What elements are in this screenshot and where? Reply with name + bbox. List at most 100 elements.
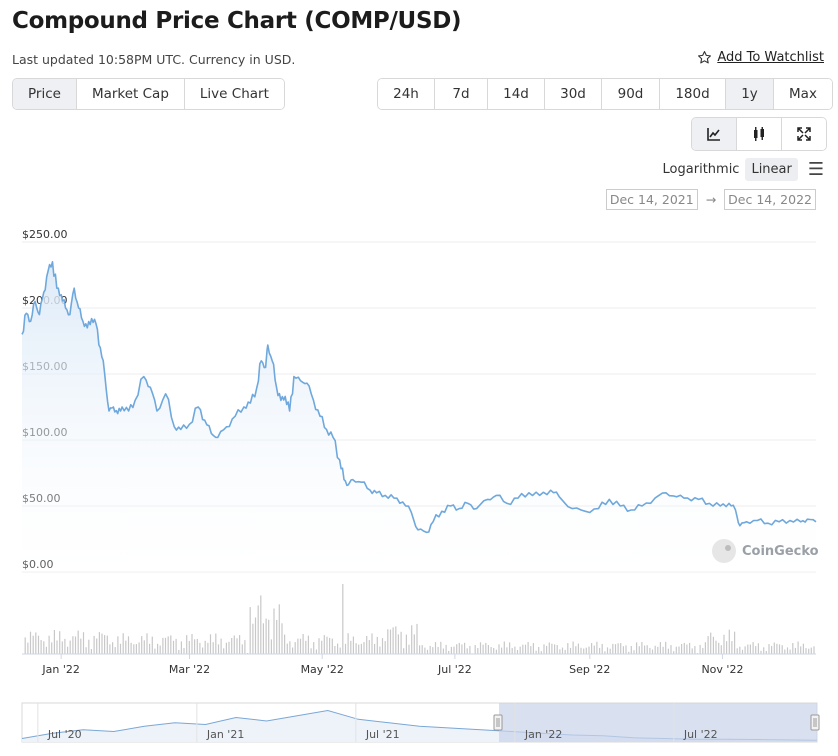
volume-bar [334,646,336,654]
price-line [21,261,817,534]
volume-bar [776,643,778,654]
volume-bar [302,634,304,654]
volume-bar [554,644,556,654]
navigator-handle-right[interactable] [810,714,820,731]
volume-bar [170,635,172,654]
volume-bar [96,638,98,654]
volume-bar [24,637,26,654]
volume-bar [633,650,635,654]
range-180d[interactable]: 180d [660,79,726,109]
volume-bar [347,633,349,654]
range-max[interactable]: Max [774,79,832,109]
volume-bar [358,644,360,654]
volume-bar [149,643,151,654]
volume-bar [220,638,222,654]
volume-bar [297,638,299,654]
volume-bar [784,649,786,654]
volume-bar [612,643,614,654]
watermark-text: CoinGecko [742,544,819,559]
coingecko-logo-icon [712,539,736,563]
volume-bar [538,647,540,654]
volume-bar [641,642,643,654]
fullscreen-button[interactable] [782,118,826,150]
volume-bar [146,633,148,654]
volume-bar [744,646,746,654]
volume-bar [749,644,751,654]
volume-bar [736,648,738,654]
date-to-input[interactable]: Dec 14, 2022 [724,189,816,210]
volume-bar [273,608,275,654]
volume-bar [249,607,251,654]
volume-bar [56,640,58,654]
range-30d[interactable]: 30d [545,79,602,109]
hamburger-menu-icon[interactable]: ☰ [807,159,824,180]
volume-bar [82,632,85,654]
volume-bar [620,643,622,654]
volume-bar [374,643,376,654]
volume-bar [90,649,92,654]
volume-bar [683,642,685,654]
volume-bar [93,635,95,654]
volume-bar [51,642,53,654]
volume-bar [419,645,421,654]
volume-bar [286,643,288,654]
scale-toggle: Logarithmic Linear ☰ [657,158,824,181]
line-chart-button[interactable] [692,118,737,150]
navigator-handle-left[interactable] [493,714,503,731]
volume-bar [771,645,773,654]
range-14d[interactable]: 14d [488,79,545,109]
volume-bar [585,647,587,654]
volume-bar [204,640,206,654]
volume-bar [164,637,167,654]
volume-bar [154,648,156,654]
volume-bar [450,646,452,654]
volume-bar [104,635,106,654]
volume-bar [789,649,791,654]
volume-bar [162,637,164,654]
navigator-tick-label: Jul '21 [365,728,400,741]
linear-option[interactable]: Linear [745,158,798,181]
date-from-input[interactable]: Dec 14, 2021 [605,189,698,210]
volume-bar [699,644,701,654]
volume-bar [522,644,524,654]
range-1y[interactable]: 1y [726,79,774,109]
volume-bar [186,635,188,654]
volume-bar [207,642,209,654]
candlestick-button[interactable] [737,118,782,150]
volume-bar [244,640,246,654]
volume-bar [577,643,579,654]
range-90d[interactable]: 90d [602,79,660,109]
tab-live-chart[interactable]: Live Chart [184,79,284,109]
range-24h[interactable]: 24h [378,79,435,109]
volume-bar [466,648,468,654]
add-to-watchlist-button[interactable]: Add To Watchlist [697,50,824,65]
volume-bar [278,604,280,654]
volume-bar [366,636,368,654]
volume-bar [543,644,545,654]
volume-bar [389,629,392,654]
line-chart-icon [707,128,720,141]
navigator-tick-label: Jan '21 [206,728,244,741]
volume-bar [731,641,733,654]
volume-bar [381,638,384,654]
volume-bar [797,641,799,654]
volume-bar [85,647,87,654]
volume-bar [281,623,283,654]
volume-bar [511,648,513,654]
volume-bar [464,642,466,654]
volume-bar [763,647,765,654]
logarithmic-option[interactable]: Logarithmic [662,162,740,177]
volume-bar [350,640,352,654]
volume-bar [426,649,429,654]
volume-bar [726,641,728,654]
range-7d[interactable]: 7d [435,79,488,109]
volume-bar [601,643,603,654]
tab-market-cap[interactable]: Market Cap [76,79,185,109]
volume-bar [673,651,675,654]
volume-bar [609,648,611,654]
tab-price[interactable]: Price [13,79,77,109]
volume-bar [490,647,492,654]
volume-bar [360,643,362,654]
volume-bar [74,636,77,654]
